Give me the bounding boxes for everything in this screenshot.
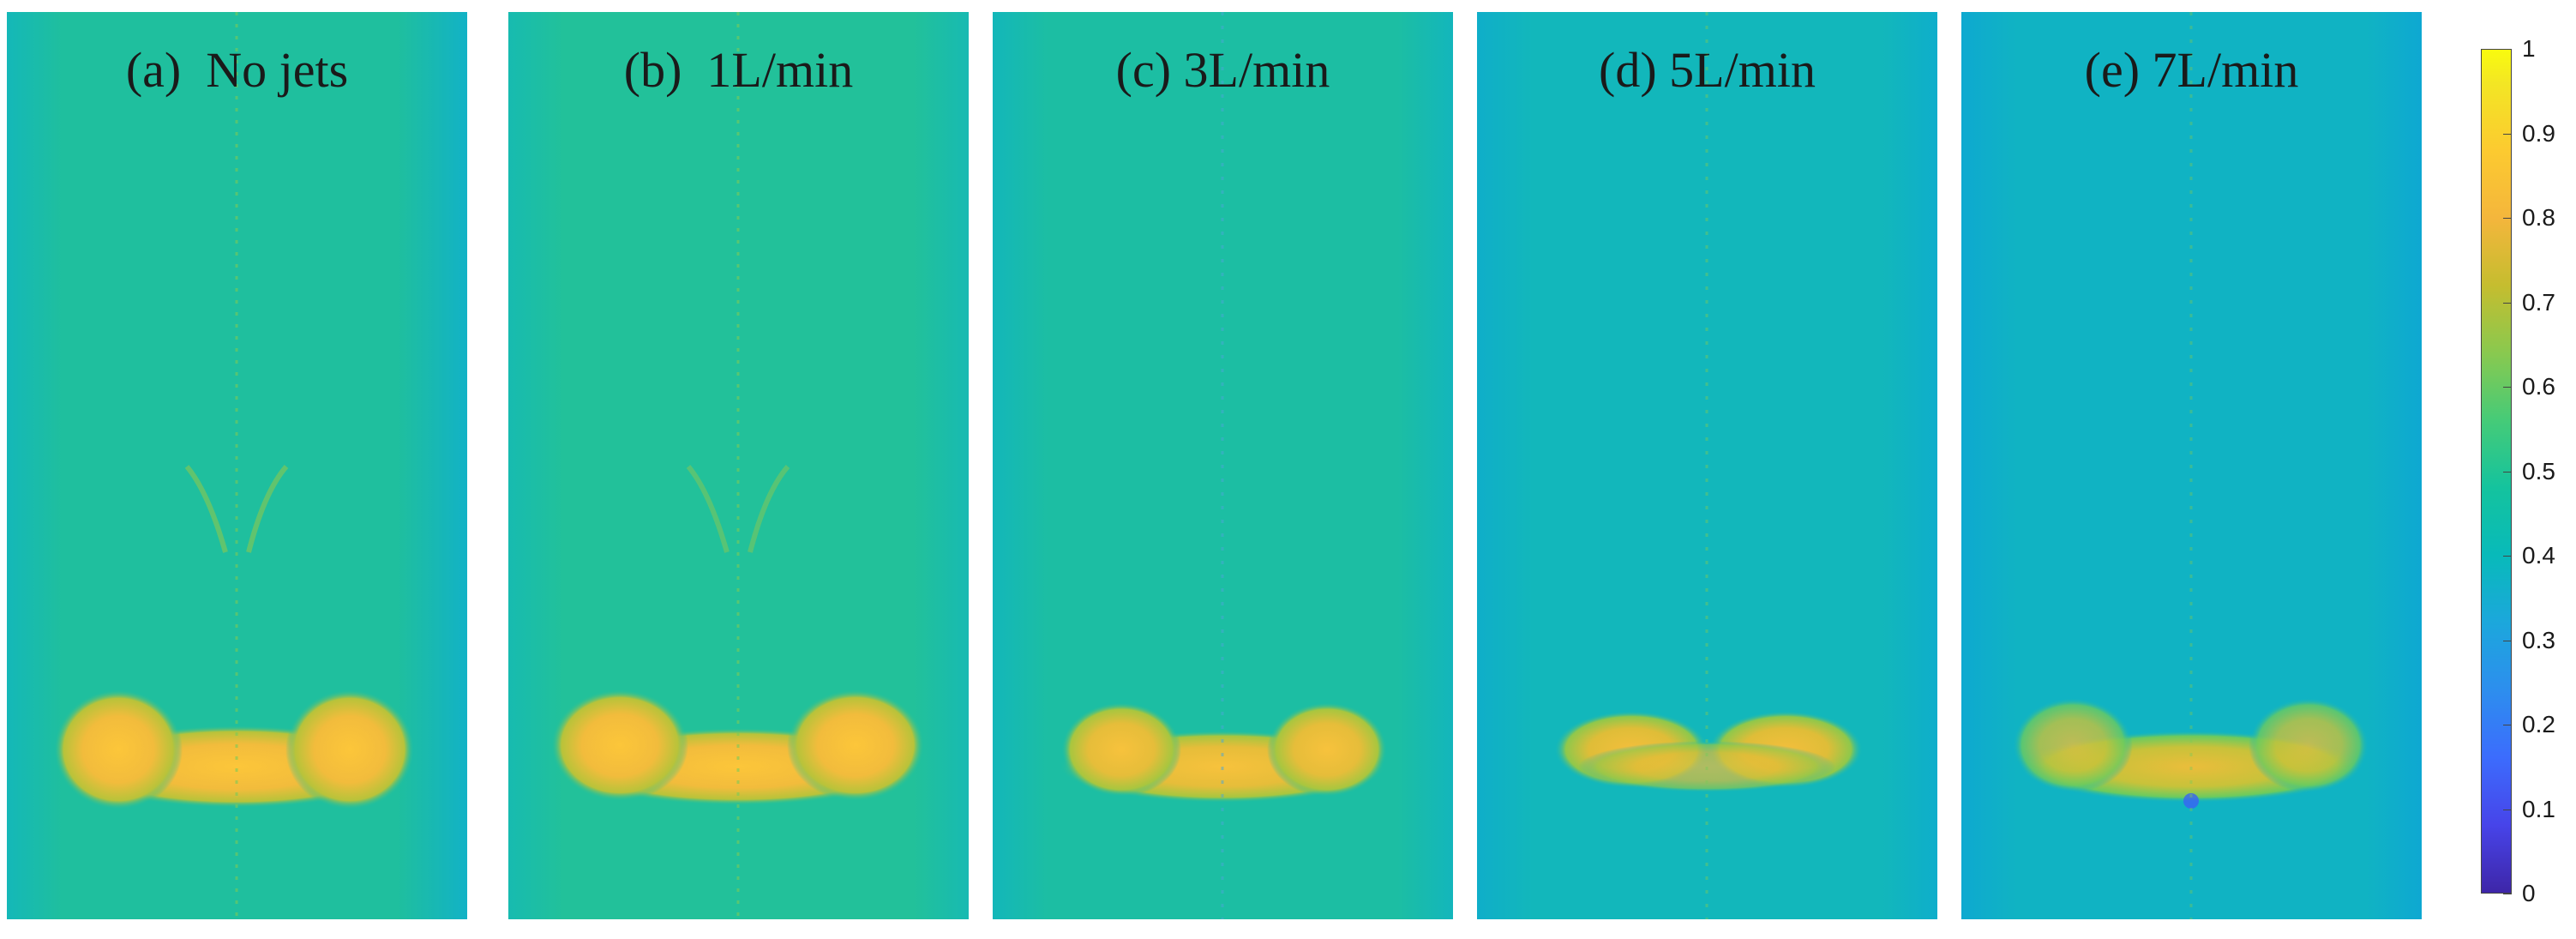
- colorbar-tick-label: 0.9: [2522, 119, 2555, 147]
- colorbar-tick-label: 0.2: [2522, 711, 2555, 737]
- panel-b-image: [508, 12, 969, 919]
- colorbar-tick-label: 0.1: [2522, 795, 2555, 822]
- colorbar-tick-mark: [2503, 133, 2512, 135]
- colorbar-tick-mark: [2503, 387, 2512, 388]
- panel-e: (e) 7L/min: [1961, 12, 2422, 919]
- colorbar-tick-label: 0.6: [2522, 373, 2555, 400]
- panel-d-image: [1477, 12, 1937, 919]
- colorbar-tick-label: 0.8: [2522, 204, 2555, 231]
- colorbar-tick-mark: [2503, 556, 2512, 557]
- colorbar-tick-mark: [2503, 49, 2512, 50]
- colorbar-tick-mark: [2503, 471, 2512, 473]
- colorbar-tick-label: 0.5: [2522, 457, 2555, 485]
- panel-d: (d) 5L/min: [1477, 12, 1937, 919]
- colorbar-tick-label: 0: [2522, 880, 2536, 906]
- colorbar-tick-label: 0.7: [2522, 288, 2555, 316]
- panel-e-image: [1961, 12, 2422, 919]
- colorbar-tick-mark: [2503, 218, 2512, 219]
- colorbar-tick-mark: [2503, 302, 2512, 304]
- panel-c-image: [993, 12, 1453, 919]
- colorbar-tick-label: 0.3: [2522, 626, 2555, 653]
- colorbar-tick-label: 1: [2522, 35, 2536, 62]
- panel-a-image: [7, 12, 467, 919]
- panel-b: (b) 1L/min: [508, 12, 969, 919]
- panel-a: (a) No jets: [7, 12, 467, 919]
- panel-c: (c) 3L/min: [993, 12, 1453, 919]
- colorbar-tick-label: 0.4: [2522, 542, 2555, 569]
